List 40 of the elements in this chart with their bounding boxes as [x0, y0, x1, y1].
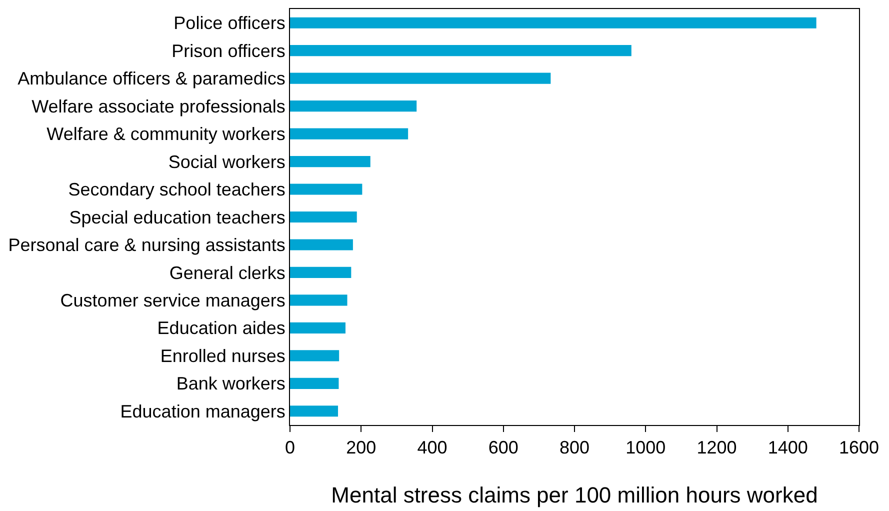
y-tick-label: Personal care & nursing assistants: [8, 235, 286, 256]
bar: [290, 156, 370, 168]
y-tick-label: Special education teachers: [69, 207, 286, 228]
y-tick-label: Enrolled nurses: [160, 346, 286, 366]
y-tick-label: Customer service managers: [60, 290, 286, 310]
bar: [290, 45, 632, 56]
bar: [290, 239, 353, 250]
bar: [290, 378, 339, 389]
bar: [290, 17, 816, 28]
x-tick-label: 0: [284, 438, 296, 458]
y-tick-label: General clerks: [169, 262, 286, 283]
bar: [290, 211, 357, 223]
x-tick-label: 800: [559, 438, 590, 458]
y-tick-label: Education managers: [120, 401, 286, 422]
y-tick-label: Welfare associate professionals: [32, 96, 286, 116]
bar: [290, 72, 551, 84]
x-tick-label: 1400: [768, 438, 808, 458]
bar: [290, 128, 408, 140]
x-tick-label: 1600: [838, 438, 880, 458]
x-axis-title: Mental stress claims per 100 million hours worked: [331, 482, 818, 508]
bar: [290, 322, 346, 334]
y-tick-label: Welfare & community workers: [46, 124, 286, 144]
bar: [290, 350, 340, 362]
y-tick-label: Prison officers: [172, 40, 286, 61]
bar: [290, 266, 352, 278]
y-tick-label: Education aides: [157, 318, 286, 338]
y-tick-label: Police officers: [174, 13, 286, 34]
x-tick-label: 1200: [696, 438, 737, 458]
bar: [290, 294, 348, 306]
x-tick-label: 1000: [626, 438, 666, 458]
bar: [290, 184, 362, 195]
x-tick-label: 600: [488, 438, 518, 458]
x-tick-label: 200: [346, 438, 376, 458]
x-tick-label: 400: [417, 438, 448, 458]
bar: [290, 100, 417, 112]
y-tick-label: Bank workers: [176, 374, 286, 394]
y-tick-label: Secondary school teachers: [68, 180, 286, 200]
bar: [290, 406, 338, 417]
y-tick-label: Social workers: [168, 152, 286, 172]
y-tick-label: Ambulance officers & paramedics: [18, 68, 286, 89]
